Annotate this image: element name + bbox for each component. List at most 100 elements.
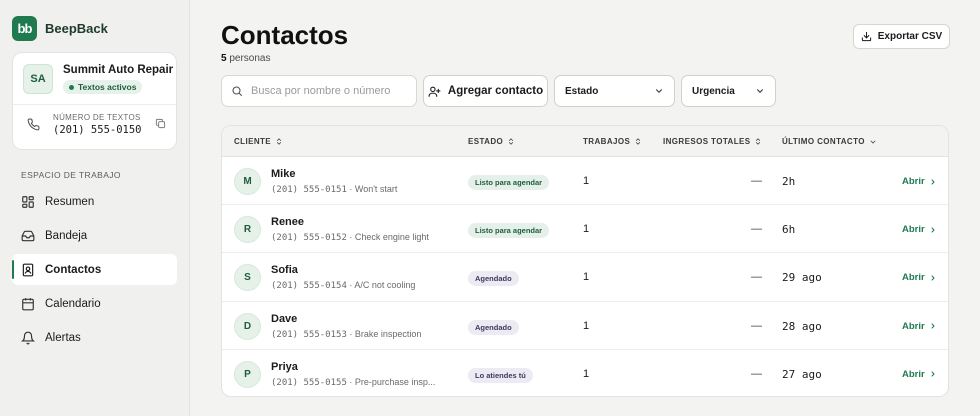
inbox-icon: [21, 230, 35, 241]
table-row[interactable]: M Mike (201) 555-0151 · Won't start List…: [222, 157, 948, 206]
table-row[interactable]: D Dave (201) 555-0153 · Brake inspection…: [222, 302, 948, 350]
contact-phone: (201) 555-0152: [271, 233, 347, 244]
col-trabajos-header[interactable]: TRABAJOS: [583, 137, 642, 146]
table-row[interactable]: R Renee (201) 555-0152 · Check engine li…: [222, 205, 948, 254]
open-button[interactable]: Abrir: [902, 369, 937, 380]
table-row[interactable]: P Priya (201) 555-0155 · Pre-purchase in…: [222, 350, 948, 396]
sidebar-nav: Resumen Bandeja Contactos Calendario Ale…: [12, 186, 177, 356]
sidebar: bb BeepBack SA Summit Auto Repair Textos…: [0, 0, 190, 416]
open-button[interactable]: Abrir: [902, 176, 937, 187]
jobs-count: 1: [583, 175, 590, 187]
col-estado-header[interactable]: ESTADO: [468, 137, 515, 146]
status-badge: Textos activos: [63, 80, 143, 94]
account-avatar: SA: [23, 64, 53, 94]
copy-icon[interactable]: [155, 116, 166, 134]
status-badge: Agendado: [468, 319, 519, 335]
urgencia-filter-label: Urgencia: [692, 85, 735, 97]
phone-icon: [23, 115, 43, 135]
total-income: —: [751, 367, 762, 380]
bell-icon: [21, 331, 35, 344]
chevron-down-icon: [870, 140, 876, 144]
export-csv-button[interactable]: Exportar CSV: [853, 24, 950, 49]
brand[interactable]: bb BeepBack: [12, 16, 108, 41]
contact-count-number: 5: [221, 53, 227, 64]
calendar-icon: [22, 297, 34, 310]
column-label: ÚLTIMO CONTACTO: [782, 137, 865, 146]
account-header[interactable]: SA Summit Auto Repair Textos activos: [13, 53, 176, 105]
account-card: SA Summit Auto Repair Textos activos NÚM…: [12, 52, 177, 150]
column-label: INGRESOS TOTALES: [663, 137, 751, 146]
contact-name: Renee: [271, 216, 305, 229]
total-income: —: [751, 175, 762, 187]
contact-phone: (201) 555-0153: [271, 329, 347, 340]
contacts-table: CLIENTE ESTADO TRABAJOS INGRESOS TOTALES…: [221, 125, 949, 397]
sidebar-item-alertas[interactable]: Alertas: [12, 322, 177, 353]
open-button[interactable]: Abrir: [902, 321, 937, 332]
export-csv-label: Exportar CSV: [877, 31, 943, 42]
last-contact: 27 ago: [782, 367, 822, 381]
status-badge: Listo para agendar: [468, 223, 550, 239]
grid-icon: [22, 195, 34, 208]
sidebar-item-label: Bandeja: [45, 229, 88, 242]
contact-name: Priya: [271, 360, 298, 373]
open-button[interactable]: Abrir: [902, 272, 937, 283]
sort-icon: [509, 138, 514, 145]
status-badge: Listo para agendar: [468, 175, 550, 190]
col-ingresos-header[interactable]: INGRESOS TOTALES: [663, 137, 762, 146]
sidebar-item-contactos[interactable]: Contactos: [12, 254, 177, 285]
sort-icon: [276, 138, 282, 145]
contact-meta: (201) 555-0155 · Pre-purchase insp...: [271, 376, 436, 388]
search-box[interactable]: [221, 75, 417, 107]
phone-label: NÚMERO DE TEXTOS: [53, 113, 141, 122]
page-title: Contactos: [221, 20, 349, 50]
sort-icon: [636, 138, 641, 145]
table-header: CLIENTE ESTADO TRABAJOS INGRESOS TOTALES…: [222, 126, 948, 157]
contact-phone: (201) 555-0155: [271, 377, 347, 388]
contact-avatar: D: [234, 312, 261, 340]
sidebar-item-label: Alertas: [45, 331, 81, 344]
urgencia-filter-select[interactable]: Urgencia: [681, 75, 776, 107]
col-ultimo-contacto-header[interactable]: ÚLTIMO CONTACTO: [782, 137, 877, 146]
sidebar-item-calendario[interactable]: Calendario: [12, 288, 177, 319]
contact-note: Brake inspection: [354, 328, 422, 339]
contact-avatar: M: [234, 168, 261, 195]
jobs-count: 1: [583, 319, 590, 332]
search-input[interactable]: [251, 85, 411, 97]
jobs-count: 1: [583, 367, 590, 380]
brand-logo: bb: [12, 16, 37, 41]
chevron-right-icon: [931, 275, 935, 281]
contact-note: Won't start: [354, 184, 398, 194]
contact-phone: (201) 555-0154: [271, 281, 347, 292]
contact-note: Pre-purchase insp...: [354, 376, 436, 387]
jobs-count: 1: [583, 271, 590, 284]
chevron-right-icon: [931, 227, 935, 233]
chevron-right-icon: [931, 323, 935, 329]
chevron-down-icon: [756, 89, 764, 93]
last-contact: 28 ago: [782, 319, 822, 333]
status-badge: Lo atiendes tú: [468, 367, 533, 383]
add-contact-label: Agregar contacto: [447, 85, 544, 97]
last-contact: 2h: [782, 175, 796, 188]
add-contact-button[interactable]: Agregar contacto: [423, 75, 548, 107]
jobs-count: 1: [583, 223, 590, 236]
chevron-right-icon: [931, 179, 935, 184]
sidebar-item-bandeja[interactable]: Bandeja: [12, 220, 177, 251]
status-badge-label: Textos activos: [78, 82, 137, 92]
sidebar-item-resumen[interactable]: Resumen: [12, 186, 177, 217]
open-label: Abrir: [902, 272, 925, 284]
table-row[interactable]: S Sofia (201) 555-0154 · A/C not cooling…: [222, 253, 948, 302]
chevron-right-icon: [931, 371, 935, 377]
contact-meta: (201) 555-0153 · Brake inspection: [271, 328, 422, 340]
contact-avatar: R: [234, 216, 261, 244]
phone-number: (201) 555-0150: [53, 124, 142, 136]
search-icon: [232, 86, 243, 97]
open-label: Abrir: [902, 224, 925, 236]
texting-number: NÚMERO DE TEXTOS (201) 555-0150: [13, 105, 176, 144]
open-button[interactable]: Abrir: [902, 224, 937, 235]
status-badge: Agendado: [468, 271, 519, 287]
contact-name: Sofia: [271, 264, 298, 277]
chevron-down-icon: [655, 89, 663, 93]
col-cliente-header[interactable]: CLIENTE: [234, 137, 283, 146]
contact-avatar: P: [234, 360, 261, 388]
estado-filter-select[interactable]: Estado: [554, 75, 675, 107]
